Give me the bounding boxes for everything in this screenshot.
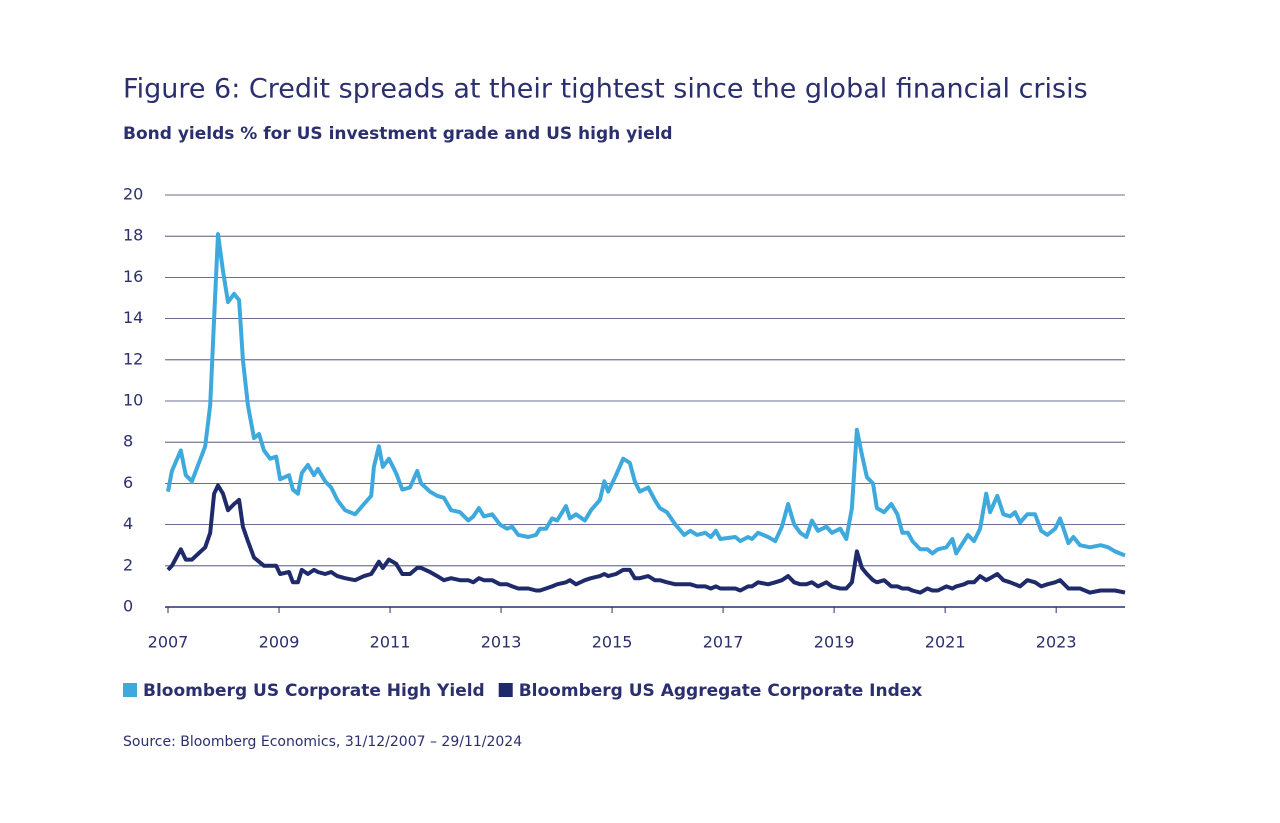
chart-title: Figure 6: Credit spreads at their tighte… (123, 74, 1088, 105)
x-tick-label: 2019 (814, 633, 855, 652)
y-tick-label: 4 (123, 514, 133, 533)
y-tick-label: 0 (123, 597, 133, 616)
x-tick-label: 2021 (925, 633, 966, 652)
y-tick-label: 18 (123, 226, 143, 245)
legend-label: Bloomberg US Corporate High Yield (143, 681, 485, 701)
x-tick-label: 2007 (148, 633, 189, 652)
y-tick-label: 20 (123, 185, 143, 204)
legend-swatch (498, 683, 513, 697)
source-note: Source: Bloomberg Economics, 31/12/2007 … (123, 734, 522, 750)
chart-subtitle: Bond yields % for US investment grade an… (123, 124, 673, 144)
y-tick-label: 16 (123, 267, 143, 286)
legend-swatch (123, 683, 137, 697)
series-line (166, 232, 1126, 558)
x-tick-label: 2017 (703, 633, 744, 652)
x-tick-label: 2013 (481, 633, 522, 652)
y-tick-label: 12 (123, 349, 143, 368)
y-tick-label: 2 (123, 555, 133, 574)
x-tick-label: 2009 (259, 633, 300, 652)
x-tick-label: 2015 (592, 633, 633, 652)
series-line (166, 483, 1126, 595)
y-tick-label: 14 (123, 308, 143, 327)
y-tick-label: 10 (123, 391, 143, 410)
y-tick-label: 8 (123, 432, 133, 451)
legend-label: Bloomberg US Aggregate Corporate Index (519, 681, 923, 701)
y-tick-label: 6 (123, 473, 133, 492)
x-tick-label: 2023 (1036, 633, 1077, 652)
x-tick-label: 2011 (370, 633, 411, 652)
